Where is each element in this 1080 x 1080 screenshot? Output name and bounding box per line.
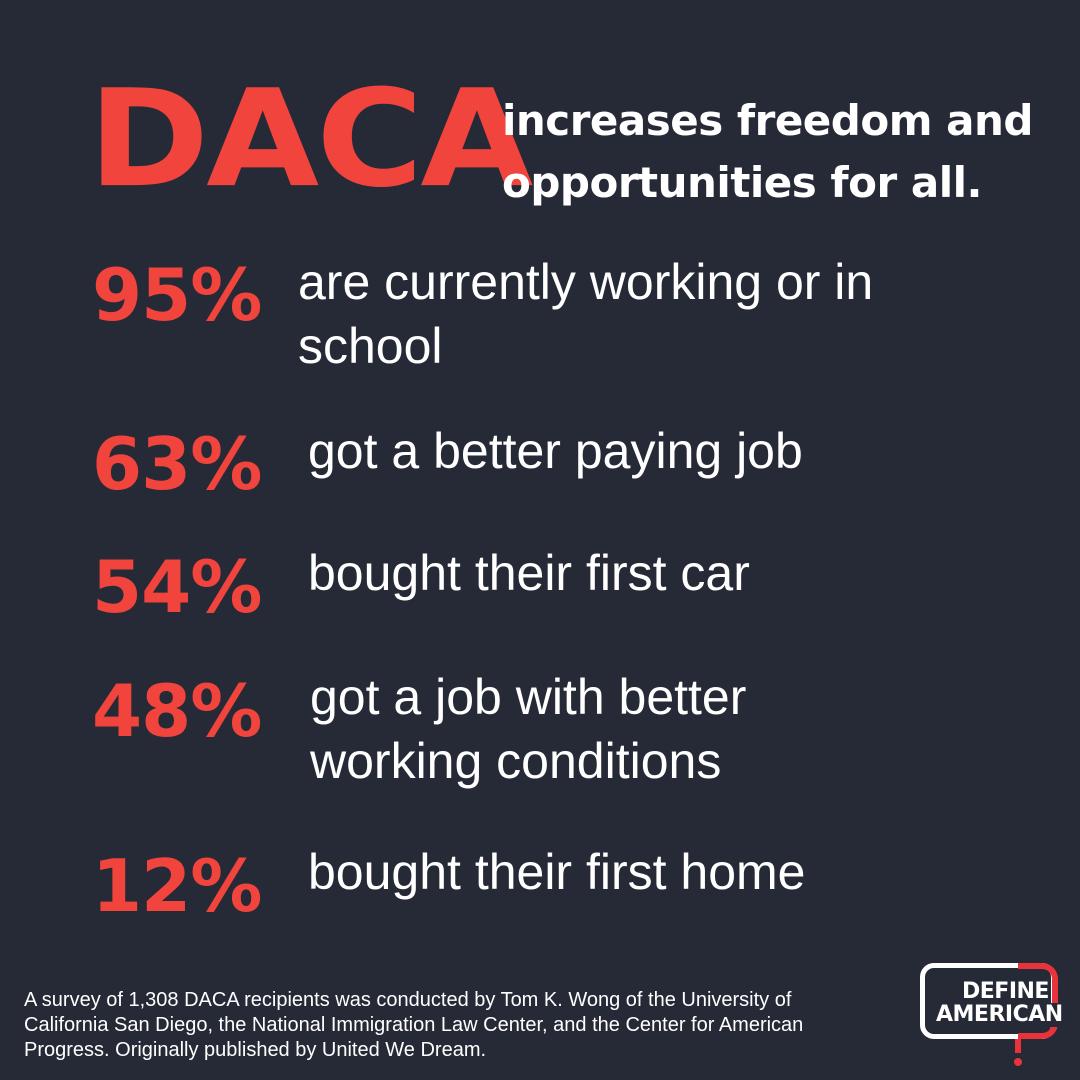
source-footnote: A survey of 1,308 DACA recipients was co… [24, 989, 804, 1061]
logo-line-american: AMERICAN [936, 1002, 1063, 1027]
define-american-logo: DEFINE AMERICAN [918, 963, 1068, 1073]
logo-line-define: DEFINE [962, 979, 1049, 1004]
headline-word: DACA [88, 60, 533, 218]
stat-value: 12% [92, 844, 262, 928]
logo-question-tail [1015, 1039, 1021, 1053]
stat-value: 95% [92, 253, 262, 337]
stat-label: are currently working or in school [298, 254, 874, 374]
stat-label: got a job with better working conditions [310, 669, 747, 789]
stat-value: 54% [92, 545, 262, 629]
stat-label: bought their first car [308, 545, 750, 601]
stat-label: bought their first home [308, 844, 806, 900]
stat-label: got a better paying job [308, 423, 803, 479]
stat-value: 63% [92, 422, 262, 506]
logo-question-dot [1014, 1058, 1022, 1066]
headline-subtitle: increases freedom and opportunities for … [502, 96, 1033, 207]
logo-question-hook [1018, 963, 1058, 1039]
stat-value: 48% [92, 669, 262, 753]
